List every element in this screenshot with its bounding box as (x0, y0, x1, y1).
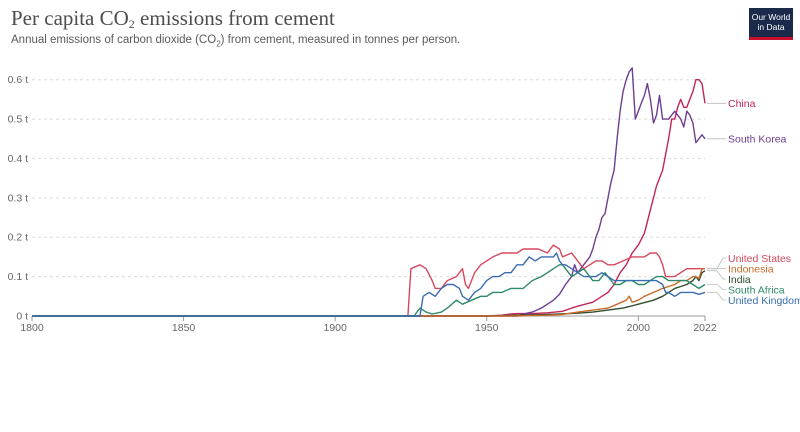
y-tick-label: 0.5 t (8, 114, 29, 126)
series-label-south-africa[interactable]: South Africa (728, 284, 785, 296)
x-tick-label: 1950 (475, 322, 499, 334)
x-tick-label: 2022 (693, 322, 717, 334)
series-line-south-africa[interactable] (32, 264, 706, 317)
chart-subtitle: Annual emissions of carbon dioxide (CO2)… (11, 34, 461, 49)
label-connector-south-africa (707, 284, 726, 290)
label-connector-united-kingdom (707, 292, 726, 301)
label-connector-united-states (707, 257, 726, 270)
series-label-south-korea[interactable]: South Korea (728, 134, 787, 146)
series-label-india[interactable]: India (728, 274, 751, 286)
x-axis: 1800 1850 1900 1950 2000 2022 (20, 316, 717, 334)
y-tick-label: 0.3 t (8, 192, 29, 204)
x-tick-label: 1800 (20, 322, 44, 334)
series-labels: China South Korea United StatesIndonesiaIn… (707, 98, 800, 307)
gridlines (32, 79, 705, 317)
series-label-united-states[interactable]: United States (728, 253, 791, 265)
y-axis: 0 t 0.1 t 0.2 t 0.3 t 0.4 t 0.5 t 0.6 t (8, 74, 29, 322)
series-line-china[interactable] (32, 79, 706, 317)
series-line-south-korea[interactable] (32, 67, 706, 317)
y-tick-label: 0.2 t (8, 232, 29, 244)
series-line-united-states[interactable] (32, 244, 705, 317)
series-label-indonesia[interactable]: Indonesia (728, 263, 774, 275)
series-lines (32, 67, 706, 317)
series-label-united-kingdom[interactable]: United Kingdom (728, 295, 800, 307)
y-tick-label: 0 t (16, 311, 28, 323)
chart-title: Per capita CO2 emissions from cement (11, 6, 335, 31)
x-tick-label: 1850 (172, 322, 196, 334)
series-label-china[interactable]: China (728, 98, 756, 110)
x-tick-label: 2000 (627, 322, 651, 334)
series-line-indonesia[interactable] (32, 268, 705, 317)
x-tick-label: 1900 (323, 322, 347, 334)
logo-line2: in Data (757, 22, 785, 32)
label-connector-india (707, 270, 726, 280)
y-tick-label: 0.6 t (8, 74, 29, 86)
logo-line1: Our World (751, 12, 791, 22)
y-tick-label: 0.1 t (8, 271, 29, 283)
series-line-united-kingdom[interactable] (32, 252, 706, 317)
y-tick-label: 0.4 t (8, 153, 29, 165)
owid-logo[interactable]: Our World in Data (749, 8, 793, 40)
